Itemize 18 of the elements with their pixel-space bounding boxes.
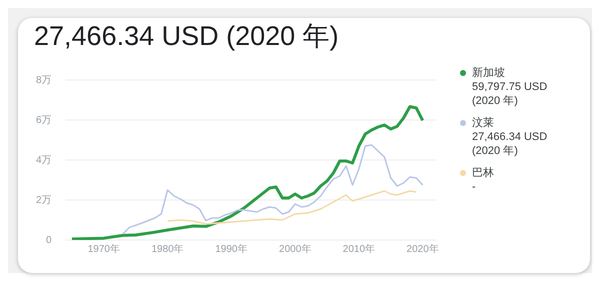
x-tick-label: 1990年 bbox=[215, 242, 248, 255]
y-tick-label: 4万 bbox=[36, 154, 52, 166]
text: - bbox=[472, 180, 477, 194]
legend-label: 新加坡 bbox=[472, 66, 506, 80]
text: 59,797.75 USD (2020 年) bbox=[472, 80, 548, 108]
y-tick-label: 6万 bbox=[36, 114, 52, 126]
text: 27,466.34 USD (2020 年) bbox=[472, 130, 548, 158]
x-tick-label: 2000年 bbox=[279, 242, 312, 255]
y-tick-label: 0 bbox=[46, 234, 52, 246]
x-tick-label: 2020年 bbox=[406, 242, 439, 255]
y-tick-label: 2万 bbox=[36, 194, 52, 206]
x-tick-label: 2010年 bbox=[342, 242, 376, 255]
chart-title: 27,466.34 USD (2020 年) bbox=[34, 20, 339, 53]
legend-label: 巴林 bbox=[472, 166, 495, 180]
x-tick-label: 1970年 bbox=[88, 242, 120, 255]
y-tick-label: 8万 bbox=[36, 74, 52, 86]
x-tick-label: 1980年 bbox=[151, 242, 184, 255]
legend-label: 汶莱 bbox=[472, 116, 495, 130]
